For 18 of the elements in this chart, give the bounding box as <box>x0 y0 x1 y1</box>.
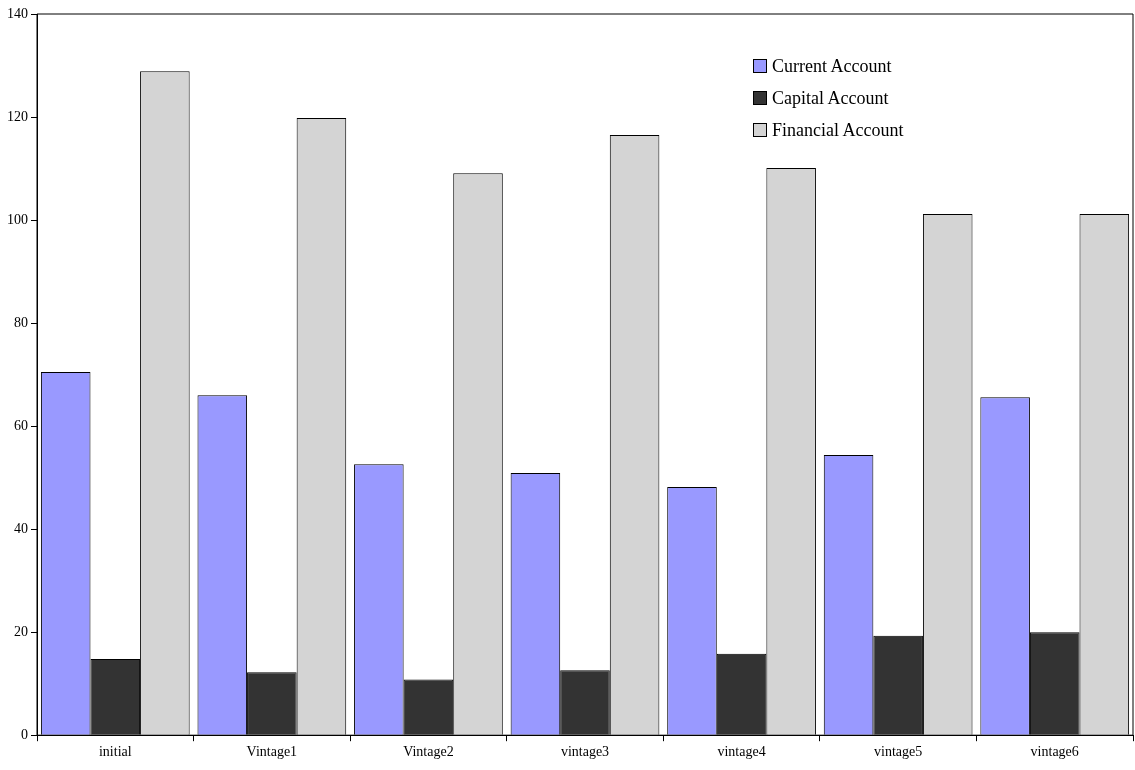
x-tick-label: initial <box>98 744 132 760</box>
y-tick-label: 0 <box>21 726 28 742</box>
legend-label: Capital Account <box>772 87 889 109</box>
y-tick-label: 100 <box>7 211 28 227</box>
x-tick-label: Vintage1 <box>246 744 298 760</box>
y-tick-label: 120 <box>7 108 28 124</box>
x-tick-label: vintage3 <box>560 744 610 760</box>
y-tick-label: 140 <box>7 5 28 21</box>
x-tick-label: vintage4 <box>717 744 766 760</box>
x-tick-label: vintage5 <box>874 744 923 760</box>
y-tick-label: 20 <box>14 623 28 639</box>
legend-label: Current Account <box>772 55 892 77</box>
y-tick-label: 60 <box>14 417 28 433</box>
y-tick-label: 80 <box>14 314 28 330</box>
y-tick-label: 40 <box>14 520 28 536</box>
x-tick-label: vintage6 <box>1030 744 1079 760</box>
x-tick-label: Vintage2 <box>403 744 454 760</box>
legend-label: Financial Account <box>772 119 904 141</box>
